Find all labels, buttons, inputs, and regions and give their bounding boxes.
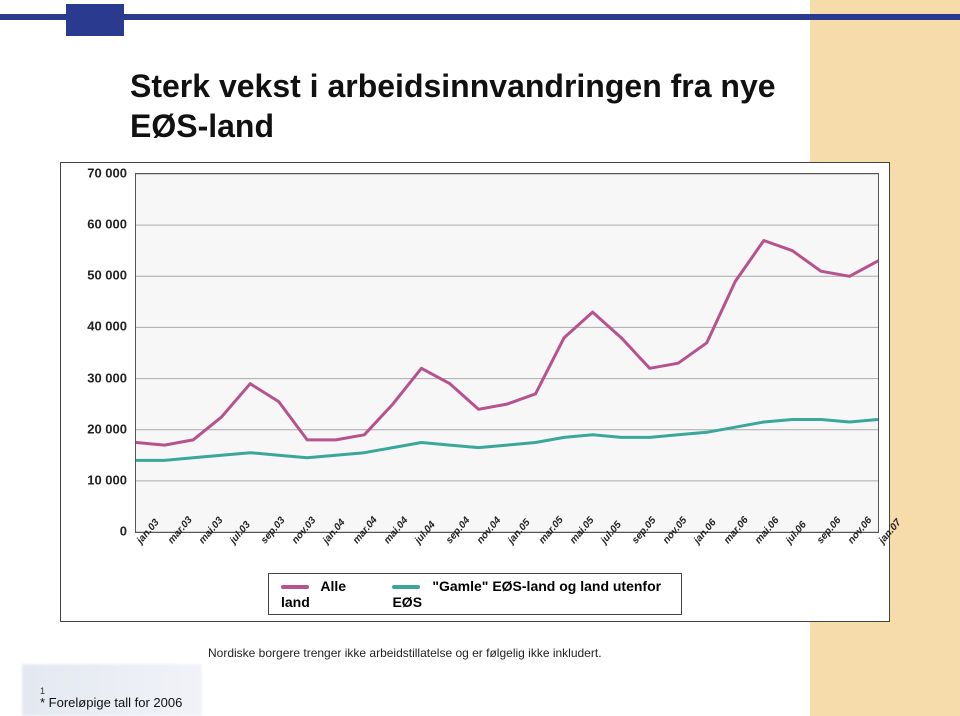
line-chart-svg [136,174,878,532]
chart-note: Nordiske borgere trenger ikke arbeidstil… [208,646,602,660]
legend-label: "Gamle" EØS-land og land utenfor EØS [392,578,661,610]
footnote: * Foreløpige tall for 2006 [40,695,182,710]
legend-label: Alle land [281,578,346,610]
top-corner-box [66,4,124,36]
page-title: Sterk vekst i arbeidsinnvandringen fra n… [130,66,800,146]
legend-swatch [281,585,309,589]
y-tick-label: 10 000 [87,472,127,487]
chart-container: 0 10 000 20 000 30 000 40 000 50 000 60 000 70 … [60,162,890,622]
chart-legend: Alle land "Gamle" EØS-land og land utenf… [268,573,682,615]
y-axis: 010 00020 00030 00040 00050 00060 00070 … [61,173,133,533]
y-tick-label: 20 000 [87,421,127,436]
legend-item: Alle land [281,578,370,610]
y-tick-label: 0 [120,524,127,539]
y-tick-label: 30 000 [87,370,127,385]
y-tick-label: 60 000 [87,217,127,232]
top-accent-bar [0,14,960,20]
y-tick-label: 70 000 [87,166,127,181]
y-tick-label: 40 000 [87,319,127,334]
y-tick-label: 50 000 [87,268,127,283]
plot-area [135,173,879,533]
legend-swatch [392,585,420,589]
legend-item: "Gamle" EØS-land og land utenfor EØS [392,578,669,610]
